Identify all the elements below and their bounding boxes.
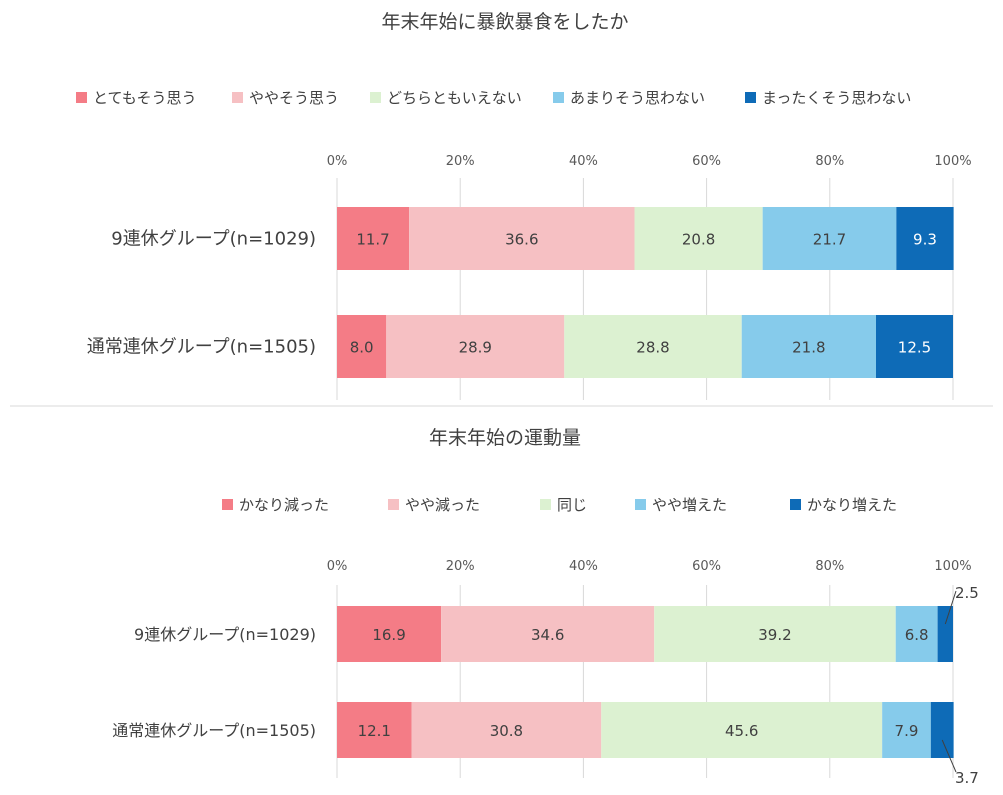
bar-segment xyxy=(564,315,742,378)
data-label: 21.8 xyxy=(792,339,825,357)
legend-swatch xyxy=(635,499,646,510)
leader-line xyxy=(944,590,957,625)
legend-swatch xyxy=(232,92,243,103)
data-label: 2.5 xyxy=(955,584,979,602)
chart-title: 年末年始の運動量 xyxy=(429,427,581,449)
x-tick-label: 100% xyxy=(934,154,971,169)
bar-segment xyxy=(876,315,953,378)
legend-swatch xyxy=(388,499,399,510)
data-label: 36.6 xyxy=(505,231,538,249)
data-label: 8.0 xyxy=(350,339,374,357)
x-tick-label: 0% xyxy=(327,154,348,169)
data-label: 12.5 xyxy=(898,339,931,357)
bar-segment xyxy=(634,207,763,270)
data-label: 20.8 xyxy=(682,231,715,249)
legend-label: 同じ xyxy=(557,496,587,514)
legend-swatch xyxy=(790,499,801,510)
x-tick-label: 60% xyxy=(692,154,721,169)
bar-segment xyxy=(441,606,655,662)
legend-label: やや増えた xyxy=(652,496,727,514)
bar-segment xyxy=(654,606,896,662)
data-label: 3.7 xyxy=(955,769,979,787)
x-tick-label: 80% xyxy=(815,154,844,169)
bar-segment xyxy=(762,207,897,270)
legend-swatch xyxy=(540,499,551,510)
data-label: 39.2 xyxy=(758,626,791,644)
chart-title: 年末年始に暴飲暴食をしたか xyxy=(381,11,628,33)
bar-segment xyxy=(741,315,876,378)
data-label: 16.9 xyxy=(372,626,405,644)
bar-segment xyxy=(601,702,883,758)
data-label: 6.8 xyxy=(905,626,929,644)
bar-segment xyxy=(409,207,635,270)
bar-segment xyxy=(930,702,954,758)
x-tick-label: 100% xyxy=(934,559,971,574)
bar-segment xyxy=(337,315,387,378)
bar-segment xyxy=(882,702,931,758)
legend-label: ややそう思う xyxy=(249,89,339,107)
category-label: 9連休グループ(n=1029) xyxy=(111,229,316,250)
legend-label: かなり増えた xyxy=(807,496,897,514)
category-label: 9連休グループ(n=1029) xyxy=(134,625,316,644)
data-label: 30.8 xyxy=(490,722,523,740)
category-label: 通常連休グループ(n=1505) xyxy=(112,721,316,740)
legend-label: あまりそう思わない xyxy=(570,89,705,107)
legend-swatch xyxy=(76,92,87,103)
bar-segment xyxy=(337,606,442,662)
x-tick-label: 40% xyxy=(569,154,598,169)
data-label: 9.3 xyxy=(913,231,937,249)
data-label: 45.6 xyxy=(725,722,758,740)
bar-segment xyxy=(895,606,938,662)
legend-label: とてもそう思う xyxy=(93,89,197,107)
data-label: 28.8 xyxy=(636,339,669,357)
legend-swatch xyxy=(745,92,756,103)
bar-segment xyxy=(337,207,410,270)
bar-segment xyxy=(411,702,602,758)
x-tick-label: 20% xyxy=(446,559,475,574)
legend-swatch xyxy=(222,499,233,510)
legend-label: まったくそう思わない xyxy=(762,89,911,107)
data-label: 28.9 xyxy=(459,339,492,357)
leader-line xyxy=(941,739,957,773)
data-label: 12.1 xyxy=(358,722,391,740)
x-tick-label: 40% xyxy=(569,559,598,574)
data-label: 21.7 xyxy=(813,231,846,249)
category-label: 通常連休グループ(n=1505) xyxy=(87,337,316,358)
legend-swatch xyxy=(553,92,564,103)
bar-segment xyxy=(896,207,954,270)
data-label: 34.6 xyxy=(531,626,564,644)
legend-swatch xyxy=(370,92,381,103)
bar-segment xyxy=(937,606,953,662)
x-tick-label: 80% xyxy=(815,559,844,574)
data-label: 11.7 xyxy=(356,231,389,249)
bar-segment xyxy=(337,702,412,758)
data-label: 7.9 xyxy=(895,722,919,740)
x-tick-label: 60% xyxy=(692,559,721,574)
x-tick-label: 20% xyxy=(446,154,475,169)
x-tick-label: 0% xyxy=(327,559,348,574)
legend-label: どちらともいえない xyxy=(387,89,522,107)
bar-segment xyxy=(386,315,565,378)
legend-label: やや減った xyxy=(405,496,480,514)
legend-label: かなり減った xyxy=(239,496,329,514)
